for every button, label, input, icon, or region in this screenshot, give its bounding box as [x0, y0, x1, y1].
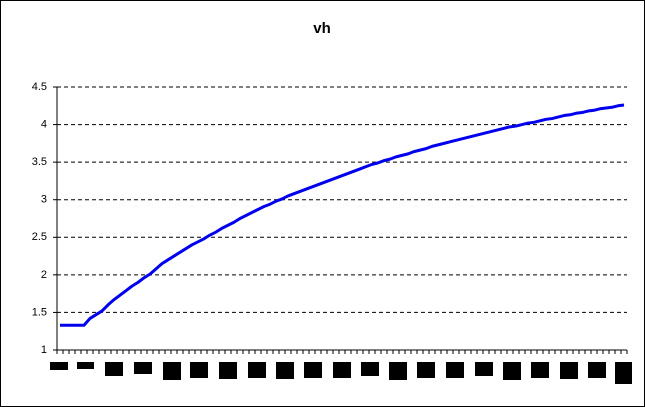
x-label-block	[389, 362, 407, 380]
y-tick-label: 4	[41, 118, 47, 130]
x-label-block	[333, 362, 351, 378]
x-label-block	[560, 362, 578, 379]
x-label-block	[361, 362, 379, 376]
x-label-block	[304, 362, 322, 378]
x-label-block	[276, 362, 294, 379]
y-tick-label: 3	[41, 194, 47, 206]
x-label-block	[248, 362, 266, 378]
x-label-block	[134, 362, 152, 374]
data-line	[60, 103, 625, 327]
x-label-block	[77, 362, 94, 369]
x-label-block	[615, 362, 632, 384]
y-tick-label: 2	[41, 269, 47, 281]
x-label-block	[163, 362, 181, 380]
y-tick-label: 3.5	[32, 156, 47, 168]
x-label-block	[531, 362, 549, 378]
y-tick-label: 2.5	[32, 231, 47, 243]
x-label-block	[588, 362, 606, 378]
x-label-block	[417, 362, 435, 378]
x-label-block	[50, 362, 68, 370]
y-tick-label: 1	[41, 344, 47, 356]
x-label-block	[503, 362, 521, 380]
x-label-block	[190, 362, 208, 378]
x-label-block	[219, 362, 237, 379]
x-label-block	[105, 362, 123, 376]
y-tick-label: 4.5	[32, 81, 47, 93]
x-label-block	[475, 362, 493, 376]
y-tick-label: 1.5	[32, 306, 47, 318]
x-label-block	[446, 362, 464, 378]
chart-title: vh	[313, 20, 331, 37]
